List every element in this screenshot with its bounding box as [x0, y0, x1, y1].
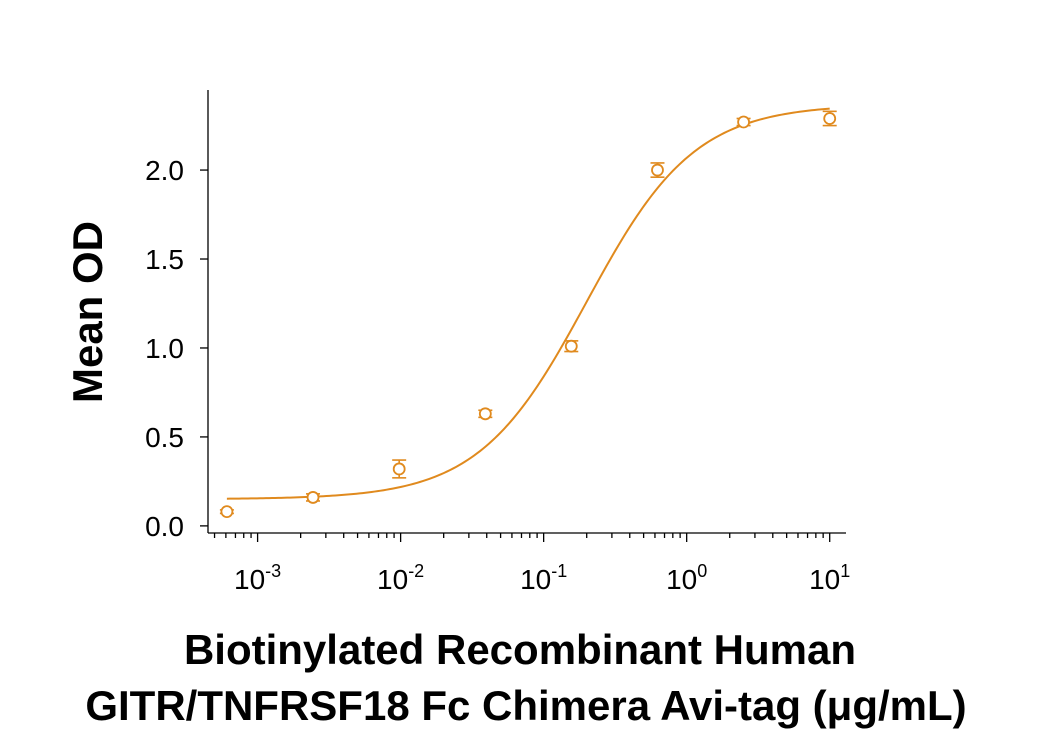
x-tick-label: 10-1 — [520, 561, 567, 595]
fit-curve-group — [226, 107, 830, 500]
point-marker — [306, 491, 320, 504]
point-marker — [220, 505, 234, 519]
point-marker — [651, 163, 664, 177]
x-tick-label: 10-3 — [234, 561, 281, 595]
data-point — [392, 459, 407, 479]
y-tick-label: 1.0 — [145, 333, 184, 364]
axes: 0.0 0.5 1.0 1.5 2.0 10-3 10-2 10-1 100 101 — [145, 90, 850, 595]
y-tick-label: 0.0 — [145, 511, 184, 542]
data-point — [650, 162, 665, 178]
data-point — [219, 505, 234, 519]
data-point — [306, 491, 321, 504]
data-point — [478, 407, 493, 421]
y-tick-label: 2.0 — [145, 155, 184, 186]
point-marker — [823, 112, 837, 125]
y-tick-label: 0.5 — [145, 422, 184, 453]
y-tick-label: 1.5 — [145, 244, 184, 275]
x-tick-label: 101 — [809, 561, 850, 595]
x-tick-label: 100 — [666, 561, 707, 595]
point-marker — [478, 407, 492, 421]
data-point — [564, 339, 579, 353]
point-marker — [392, 462, 406, 476]
data-points — [219, 110, 837, 519]
x-tick-label: 10-2 — [377, 561, 424, 595]
x-axis-title-line-2: GITR/TNFRSF18 Fc Chimera Avi-tag (μg/mL) — [85, 682, 966, 729]
data-point — [822, 110, 837, 127]
point-marker — [564, 339, 578, 353]
data-point — [736, 115, 751, 129]
x-axis-title-line-1: Biotinylated Recombinant Human — [184, 626, 856, 673]
y-axis-title: Mean OD — [64, 221, 111, 403]
point-marker — [737, 115, 750, 129]
fit-curve — [226, 107, 830, 500]
